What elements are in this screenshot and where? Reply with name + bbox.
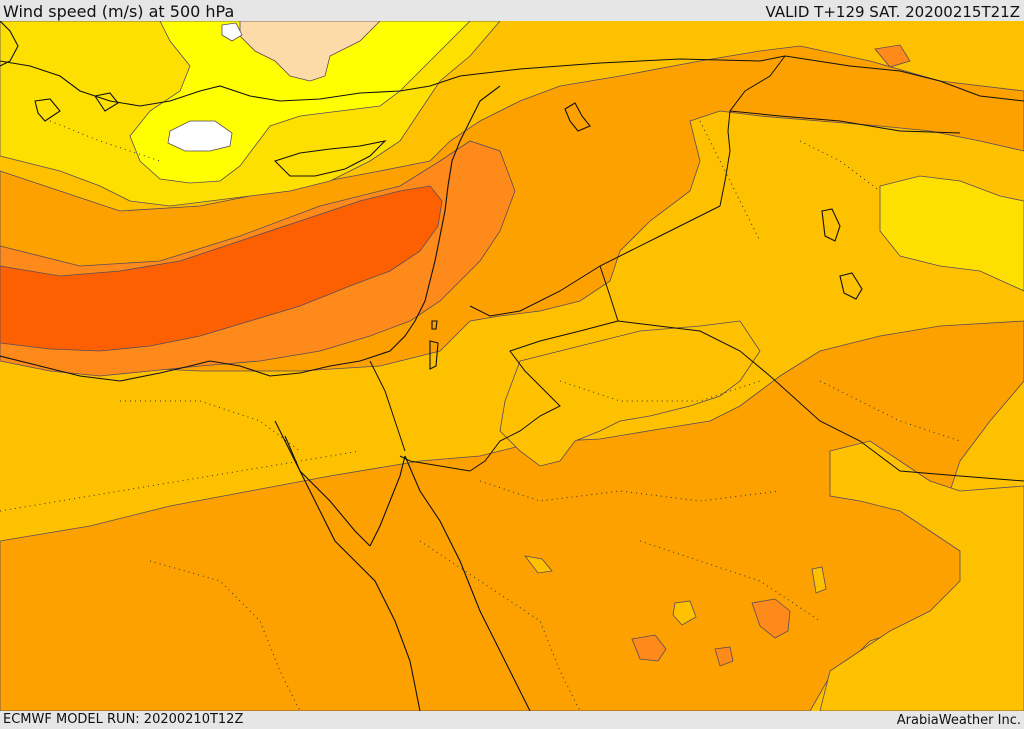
amber-islet-3 (524, 555, 553, 574)
cell-3 (714, 646, 734, 667)
model-run: ECMWF MODEL RUN: 20200210T12Z (3, 712, 244, 727)
amber-patch-central (499, 320, 761, 467)
jet-core (0, 185, 443, 352)
amber-islet-2 (811, 566, 827, 594)
cell-4 (874, 44, 911, 68)
peach-core (239, 21, 381, 82)
borders (369, 55, 1024, 482)
gold-patch-ne (879, 175, 1024, 292)
coastlines (0, 21, 863, 711)
footer-bar: ECMWF MODEL RUN: 20200210T12Z ArabiaWeat… (0, 711, 1024, 729)
dotted-isolines (0, 120, 961, 711)
white-pocket-2 (221, 22, 243, 42)
white-pocket-1 (167, 120, 233, 152)
cell-1 (751, 598, 791, 639)
credit: ArabiaWeather Inc. (896, 713, 1021, 728)
amber-islet-1 (672, 600, 697, 626)
header-bar: Wind speed (m/s) at 500 hPa VALID T+129 … (0, 0, 1024, 21)
amber-patch-east (819, 440, 1024, 711)
map-title: Wind speed (m/s) at 500 hPa (3, 2, 235, 21)
valid-time: VALID T+129 SAT. 20200215T21Z (765, 3, 1020, 21)
cell-2 (631, 634, 667, 662)
wind-speed-map (0, 21, 1024, 711)
